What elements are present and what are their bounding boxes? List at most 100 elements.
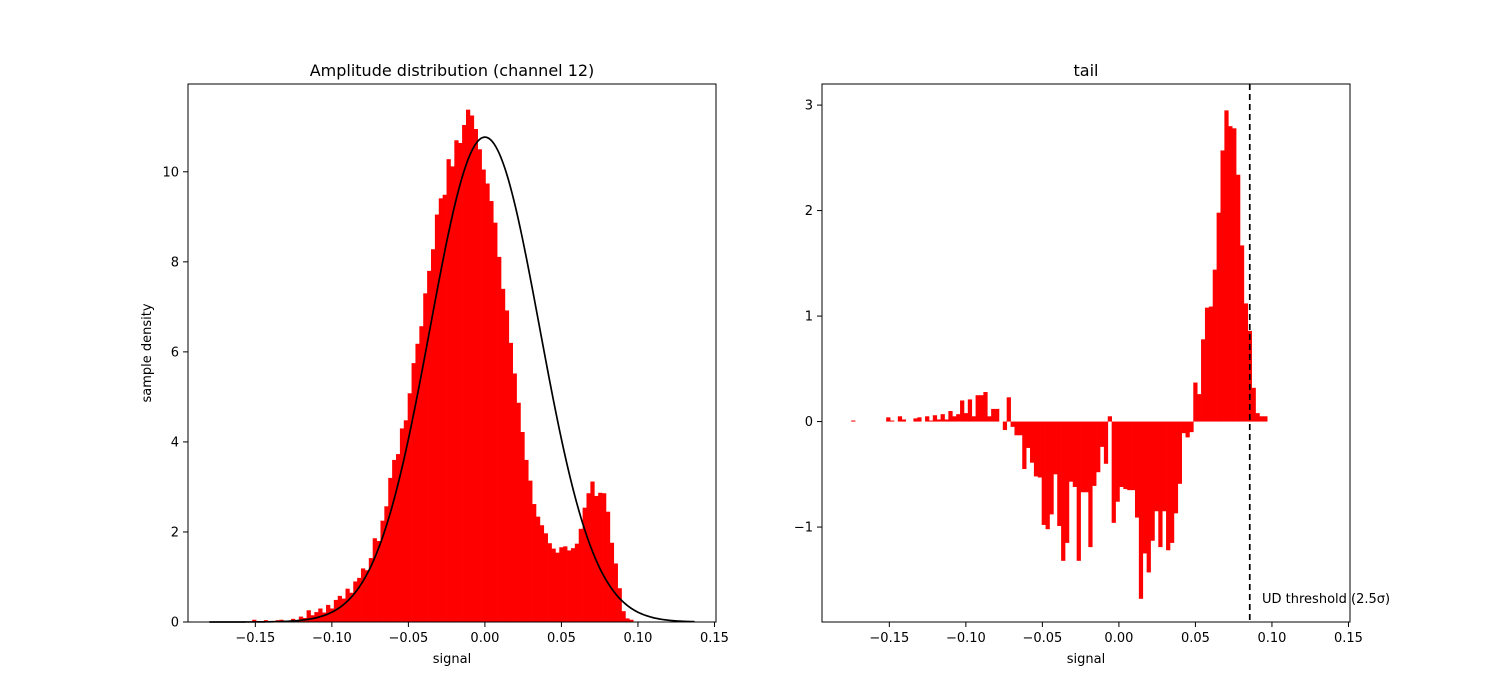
- right-bar: [1061, 421, 1066, 561]
- right-chart: UD threshold (2.5σ) −0.15 −0.10 −0.05 0.00 0…: [794, 61, 1390, 667]
- right-bar: [960, 400, 965, 422]
- right-bar: [1014, 421, 1019, 436]
- threshold-annotation: UD threshold (2.5σ): [1262, 592, 1390, 607]
- right-bar: [1208, 306, 1214, 422]
- right-bar: [1030, 421, 1035, 463]
- right-bar: [995, 408, 1000, 422]
- right-x-tick-label: 0.10: [1257, 631, 1286, 646]
- left-bar: [516, 402, 521, 622]
- right-bar: [1146, 421, 1151, 573]
- left-x-axis-label: signal: [433, 652, 471, 667]
- right-bar: [963, 413, 969, 422]
- left-y-tick-label: 8: [171, 255, 179, 270]
- left-bar: [512, 373, 517, 622]
- right-bar: [925, 416, 930, 422]
- left-bar: [306, 610, 311, 622]
- right-bar: [1169, 421, 1175, 543]
- right-bar: [1220, 150, 1225, 422]
- left-bar: [427, 270, 432, 622]
- left-bar: [609, 542, 615, 622]
- right-bar: [1228, 126, 1233, 422]
- right-bar: [1216, 212, 1221, 422]
- left-bar: [407, 393, 412, 622]
- right-bar: [1162, 421, 1167, 512]
- right-bar: [967, 399, 973, 422]
- left-bar: [442, 194, 447, 622]
- left-bar: [625, 618, 630, 622]
- left-x-tick-label: −0.15: [235, 631, 275, 646]
- left-bar: [559, 547, 564, 622]
- left-chart: −0.15 −0.10 −0.05 0.00 0.05 0.10 0.15 0246810 …: [140, 61, 729, 667]
- left-bar: [528, 480, 533, 622]
- right-bar: [1076, 421, 1081, 561]
- left-bar: [403, 420, 409, 622]
- right-bar: [1037, 421, 1043, 478]
- right-bar: [1045, 421, 1050, 530]
- left-bar: [380, 520, 385, 622]
- left-bar: [345, 588, 350, 622]
- right-y-tick-label: −1: [794, 521, 813, 536]
- left-x-ticks: −0.15 −0.10 −0.05 0.00 0.05 0.10 0.15: [235, 622, 729, 646]
- left-bar: [473, 129, 478, 622]
- right-bar: [1111, 421, 1116, 523]
- left-bar: [485, 183, 490, 622]
- left-bar: [532, 504, 537, 622]
- left-bar: [434, 214, 440, 622]
- left-bar: [547, 543, 552, 622]
- left-y-tick-label: 4: [171, 435, 179, 450]
- right-bar: [1251, 387, 1256, 422]
- left-bar: [392, 459, 397, 622]
- left-bar: [477, 149, 482, 622]
- left-bar: [582, 507, 587, 622]
- left-bar: [252, 619, 257, 622]
- left-axes-frame: [187, 83, 717, 623]
- right-bar: [1236, 174, 1241, 422]
- right-x-tick-label: 0.05: [1181, 631, 1210, 646]
- left-bar: [489, 201, 494, 623]
- right-bar: [1096, 421, 1101, 473]
- right-x-ticks: −0.15 −0.10 −0.05 0.00 0.05 0.10 0.15: [869, 622, 1363, 646]
- left-bar: [364, 570, 370, 622]
- left-bar: [415, 343, 420, 622]
- left-bar: [411, 363, 416, 622]
- right-y-tick-label: 1: [805, 310, 813, 325]
- left-bar: [438, 198, 444, 622]
- right-y-tick-label: 2: [805, 204, 813, 219]
- right-bar: [1018, 421, 1023, 436]
- right-y-ticks: −1 0 1 2 3: [794, 99, 822, 536]
- right-bar: [975, 395, 980, 422]
- left-bar: [349, 592, 354, 622]
- right-x-tick-label: −0.15: [869, 631, 909, 646]
- left-bar: [555, 552, 560, 622]
- left-bar: [353, 581, 358, 622]
- left-bar: [431, 249, 436, 623]
- left-bar: [586, 493, 591, 622]
- left-bar: [384, 506, 389, 622]
- right-bar: [928, 420, 934, 422]
- left-bar: [454, 140, 459, 622]
- left-bar: [357, 577, 362, 622]
- right-bar: [979, 395, 984, 422]
- right-bar: [1224, 110, 1229, 422]
- right-bar: [1041, 421, 1046, 525]
- left-bar: [423, 293, 428, 622]
- left-bar: [462, 124, 467, 622]
- left-y-axis-label: sample density: [140, 303, 155, 402]
- left-bar: [598, 492, 603, 622]
- left-x-tick-label: 0.05: [547, 631, 576, 646]
- right-bar: [1053, 421, 1058, 475]
- left-bar: [543, 533, 548, 622]
- left-bar: [399, 428, 405, 622]
- left-bar: [500, 288, 506, 622]
- left-bar: [298, 616, 304, 622]
- right-bar: [1166, 421, 1171, 551]
- right-bar: [1022, 421, 1027, 470]
- left-bar: [563, 546, 568, 622]
- left-bar: [361, 568, 366, 622]
- right-bar: [890, 420, 895, 422]
- right-bar: [1154, 421, 1159, 512]
- left-bar: [578, 528, 583, 622]
- left-bar: [388, 477, 393, 622]
- right-bar: [1065, 421, 1070, 543]
